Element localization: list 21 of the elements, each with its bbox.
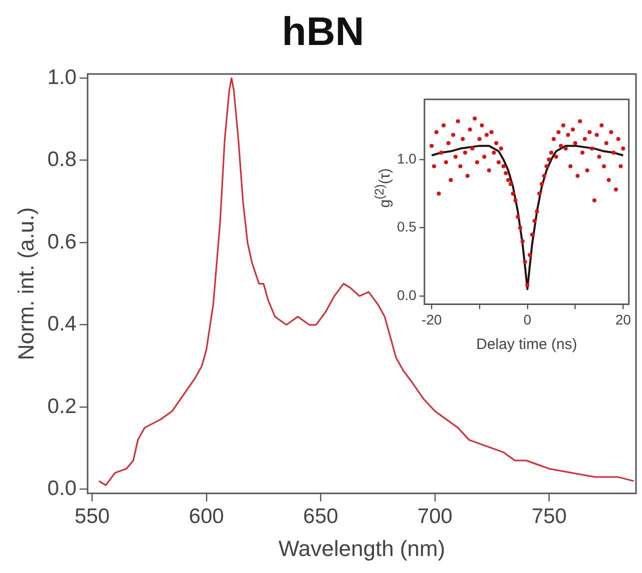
x-tick-label: 0 (523, 311, 532, 328)
x-tick-label: -20 (422, 311, 442, 328)
y-tick-label: 0.4 (47, 312, 77, 336)
y-tick-label: 0.8 (47, 148, 77, 172)
y-axis-title: Norm. int. (a.u.) (13, 207, 38, 360)
y-tick-label: 0.0 (396, 286, 417, 303)
x-tick-label: 600 (188, 504, 224, 528)
x-tick-label: 650 (303, 504, 338, 528)
y-tick-label: 0.0 (47, 477, 77, 500)
x-tick-label: 700 (417, 504, 452, 528)
x-axis-title: Wavelength (nm) (278, 536, 446, 561)
x-axis-title: Delay time (ns) (476, 336, 578, 354)
x-tick-label: 750 (532, 504, 567, 528)
x-tick-label: 550 (74, 504, 110, 528)
chart-title: hBN (282, 10, 364, 54)
y-tick-label: 1.0 (396, 150, 417, 166)
y-tick-label: 0.6 (47, 230, 77, 254)
y-tick-label: 0.5 (396, 218, 417, 235)
y-tick-label: 0.2 (47, 394, 77, 418)
y-tick-label: 1.0 (47, 66, 77, 89)
x-tick-label: 20 (615, 311, 632, 328)
